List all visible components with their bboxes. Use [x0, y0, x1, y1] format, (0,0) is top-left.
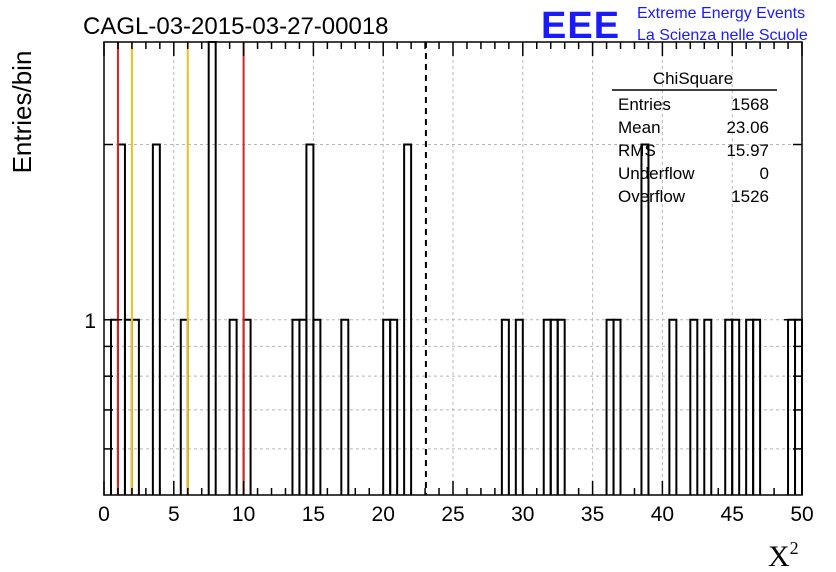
x-tick-label: 10: [232, 503, 255, 526]
histogram-bin: [752, 318, 762, 495]
x-axis-label-superscript: 2: [790, 538, 799, 558]
histogram-bin: [207, 41, 217, 495]
stats-label: Mean: [618, 118, 661, 137]
histogram-bin: [340, 318, 350, 495]
grid: [104, 42, 802, 495]
histogram: [109, 41, 803, 495]
histogram-bin: [689, 318, 699, 495]
histogram-bin: [668, 318, 678, 495]
stats-value: 1526: [731, 187, 769, 206]
x-tick-label: 0: [98, 503, 110, 526]
x-tick-label: 25: [441, 503, 464, 526]
x-tick-label: 45: [721, 503, 744, 526]
stats-label: Entries: [618, 95, 671, 114]
axes: [103, 41, 803, 496]
histogram-bin: [312, 318, 322, 495]
stats-row: Entries 1568: [618, 95, 769, 114]
x-tick-label: 35: [581, 503, 604, 526]
x-tick-label: 30: [511, 503, 534, 526]
x-axis-label: X2: [768, 538, 799, 572]
histogram-bin: [389, 318, 399, 495]
stats-value: 15.97: [726, 141, 769, 160]
y-tick-label: 1: [84, 310, 96, 333]
stats-box: ChiSquare Entries 1568 Mean 23.06 RMS 15…: [612, 69, 777, 206]
y-axis-label: Entries/bin: [7, 51, 37, 174]
histogram-bin: [500, 318, 510, 495]
histogram-bin: [403, 143, 413, 495]
stats-row: Underflow 0: [618, 164, 769, 183]
stats-title: ChiSquare: [653, 69, 733, 88]
stats-value: 0: [760, 164, 769, 183]
x-tick-label: 50: [790, 503, 813, 526]
x-tick-label: 15: [302, 503, 325, 526]
stats-value: 1568: [731, 95, 769, 114]
x-tick-label: 5: [168, 503, 180, 526]
logo-mark: EEE: [541, 5, 620, 47]
histogram-bin: [731, 318, 741, 495]
reference-lines: [116, 42, 427, 495]
logo: EEE Extreme Energy Events La Scienza nel…: [541, 5, 808, 47]
x-tick-label: 20: [372, 503, 395, 526]
histogram-bin: [556, 318, 566, 495]
stats-label: RMS: [618, 141, 656, 160]
x-axis-label-main: X: [768, 540, 790, 572]
stats-row: Mean 23.06: [618, 118, 769, 137]
logo-line-1: Extreme Energy Events: [637, 5, 805, 22]
histogram-bin: [612, 318, 622, 495]
histogram-bin: [640, 143, 650, 495]
logo-line-2: La Scienza nelle Scuole: [637, 27, 808, 44]
x-tick-label: 40: [651, 503, 674, 526]
y-tick-labels: 1: [84, 310, 96, 333]
stats-row: RMS 15.97: [618, 141, 769, 160]
chart-title: CAGL-03-2015-03-27-00018: [83, 13, 389, 40]
x-tick-labels: 0 5 10 15 20 25 30 35 40 45 50: [98, 503, 814, 526]
stats-label: Overflow: [618, 187, 686, 206]
histogram-bin: [703, 318, 713, 495]
stats-label: Underflow: [618, 164, 695, 183]
histogram-bin: [228, 318, 238, 495]
histogram-bin: [514, 318, 524, 495]
stats-value: 23.06: [726, 118, 769, 137]
stats-row: Overflow 1526: [618, 187, 769, 206]
histogram-bin: [151, 143, 161, 495]
